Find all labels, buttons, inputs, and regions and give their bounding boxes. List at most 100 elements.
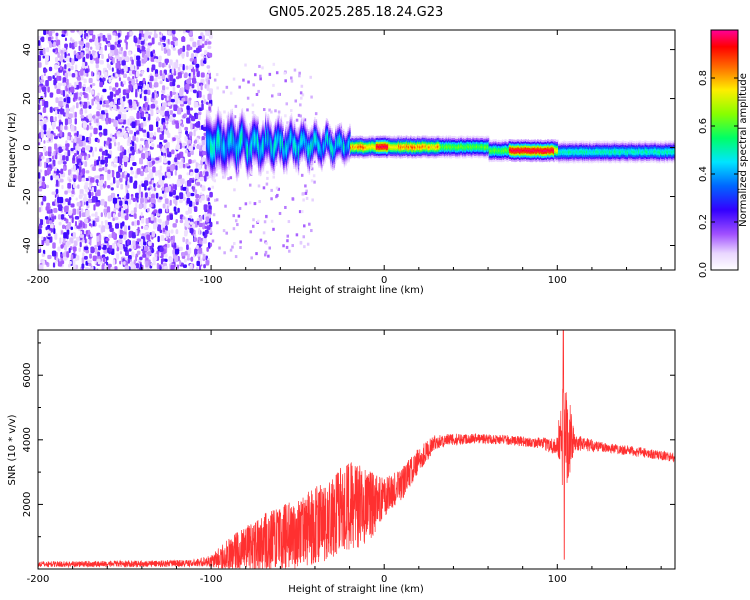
spectrogram-cell	[223, 126, 226, 129]
spectrogram-cell	[84, 238, 87, 244]
spectrogram-cell	[237, 136, 240, 139]
spectrogram-cell	[229, 128, 231, 132]
spectrogram-cell	[185, 65, 189, 70]
spectrogram-cell	[308, 222, 311, 226]
spectrogram-cell	[114, 41, 118, 46]
spectrogram-cell	[233, 134, 236, 138]
spectrogram-cell	[59, 65, 63, 70]
spectrogram-cell	[227, 123, 230, 126]
spectrogram-cell	[239, 130, 241, 133]
spectrogram-cell	[57, 246, 61, 252]
spectrogram-cell	[54, 167, 58, 172]
spectrogram-cell	[272, 125, 276, 129]
spectrogram-cell	[102, 34, 106, 42]
spectrogram-cell	[222, 148, 224, 151]
spectrogram-cell	[92, 255, 97, 262]
spectrogram-cell	[238, 165, 241, 169]
spectrogram-cell	[234, 129, 237, 132]
spectrogram-cell	[208, 140, 210, 143]
spectrogram-cell	[122, 89, 127, 96]
spectrogram-cell	[56, 179, 59, 187]
spectrogram-cell	[226, 157, 228, 160]
spectrogram-cell	[225, 163, 227, 166]
spectrogram-cell	[234, 139, 237, 142]
spectrogram-cell	[226, 130, 228, 133]
spectrogram-cell	[72, 208, 77, 216]
spectrogram-cell	[62, 89, 65, 97]
spectrogram-cell	[216, 117, 219, 120]
spectrogram-cell	[225, 159, 227, 162]
spectrogram-cell	[293, 68, 297, 72]
spectrogram-cell	[232, 133, 234, 137]
spectrogram-cell	[231, 108, 234, 111]
spectrogram-cell	[79, 101, 82, 105]
spectrogram-cell	[230, 113, 232, 116]
spectrogram-cell	[101, 264, 106, 270]
spectrogram-cell	[237, 152, 240, 155]
spectrogram-cell	[233, 129, 236, 132]
spectrogram-cell	[119, 207, 122, 212]
spectrogram-cell	[231, 116, 234, 119]
spectrogram-cell	[149, 75, 154, 82]
spectrogram-cell	[234, 119, 237, 122]
spectrogram-cell	[223, 126, 225, 130]
spectrogram-cell	[240, 148, 242, 152]
spectrogram-cell	[133, 265, 137, 270]
spectrogram-cell	[200, 53, 205, 57]
spectrogram-cell	[223, 123, 225, 126]
spectrogram-cell	[233, 127, 236, 130]
spectrogram-cell	[291, 197, 295, 201]
spectrogram-cell	[212, 155, 214, 158]
spectrogram-cell	[230, 156, 232, 159]
spectrogram-cell	[158, 218, 162, 224]
spectrogram-cell	[221, 168, 223, 171]
spectrogram-cell	[226, 167, 228, 170]
spectrogram-cell	[54, 260, 57, 264]
spectrogram-cell	[216, 167, 218, 170]
spectrogram-cell	[209, 162, 211, 166]
spectrogram-cell	[252, 83, 255, 87]
spectrogram-cell	[235, 144, 237, 147]
spectrogram-cell	[201, 140, 206, 147]
spectrogram-cell	[218, 151, 220, 154]
spectrogram-cell	[75, 41, 78, 47]
spectrogram-cell	[218, 118, 220, 121]
spectrogram-cell	[238, 206, 242, 210]
spectrogram-cell	[219, 149, 221, 152]
spectrogram-cell	[208, 112, 210, 115]
spectrogram-cell	[153, 187, 157, 192]
spectrogram-cell	[89, 238, 92, 246]
spectrogram-cell	[132, 197, 136, 203]
spectrogram-cell	[239, 160, 241, 163]
spectrogram-cell	[54, 110, 58, 116]
spectrogram-cell	[80, 52, 84, 59]
spectrogram-cell	[229, 136, 231, 139]
spectrogram-cell	[83, 218, 88, 224]
spectrogram-cell	[139, 263, 142, 270]
spectrogram-cell	[68, 178, 72, 183]
spectrogram-cell	[221, 170, 223, 173]
spectrogram-cell	[218, 246, 221, 250]
spectrogram-cell	[144, 245, 149, 252]
spectrogram-cell	[225, 127, 227, 131]
spectrogram-cell	[313, 160, 316, 164]
spectrogram-cell	[76, 84, 80, 90]
spectrogram-cell	[87, 263, 92, 267]
spectrogram-cell	[257, 122, 259, 125]
spectrogram-cell	[189, 37, 194, 42]
spectrogram-cell	[58, 75, 62, 81]
spectrogram-cell	[121, 103, 125, 109]
spectrogram-cell	[154, 100, 158, 105]
spectrogram-cell	[107, 212, 111, 219]
spectrogram-cell	[154, 58, 158, 63]
spectrogram-cell	[299, 114, 302, 118]
spectrogram-cell	[233, 138, 236, 141]
spectrogram-cell	[218, 128, 220, 131]
spectrogram-cell	[230, 144, 232, 147]
spectrogram-cell	[237, 127, 239, 130]
spectrogram-cell	[193, 58, 197, 64]
spectrogram-cell	[286, 239, 289, 243]
spectrogram-cell	[310, 95, 313, 99]
spectrogram-cell	[226, 165, 228, 168]
spectrogram-cell	[232, 157, 234, 160]
